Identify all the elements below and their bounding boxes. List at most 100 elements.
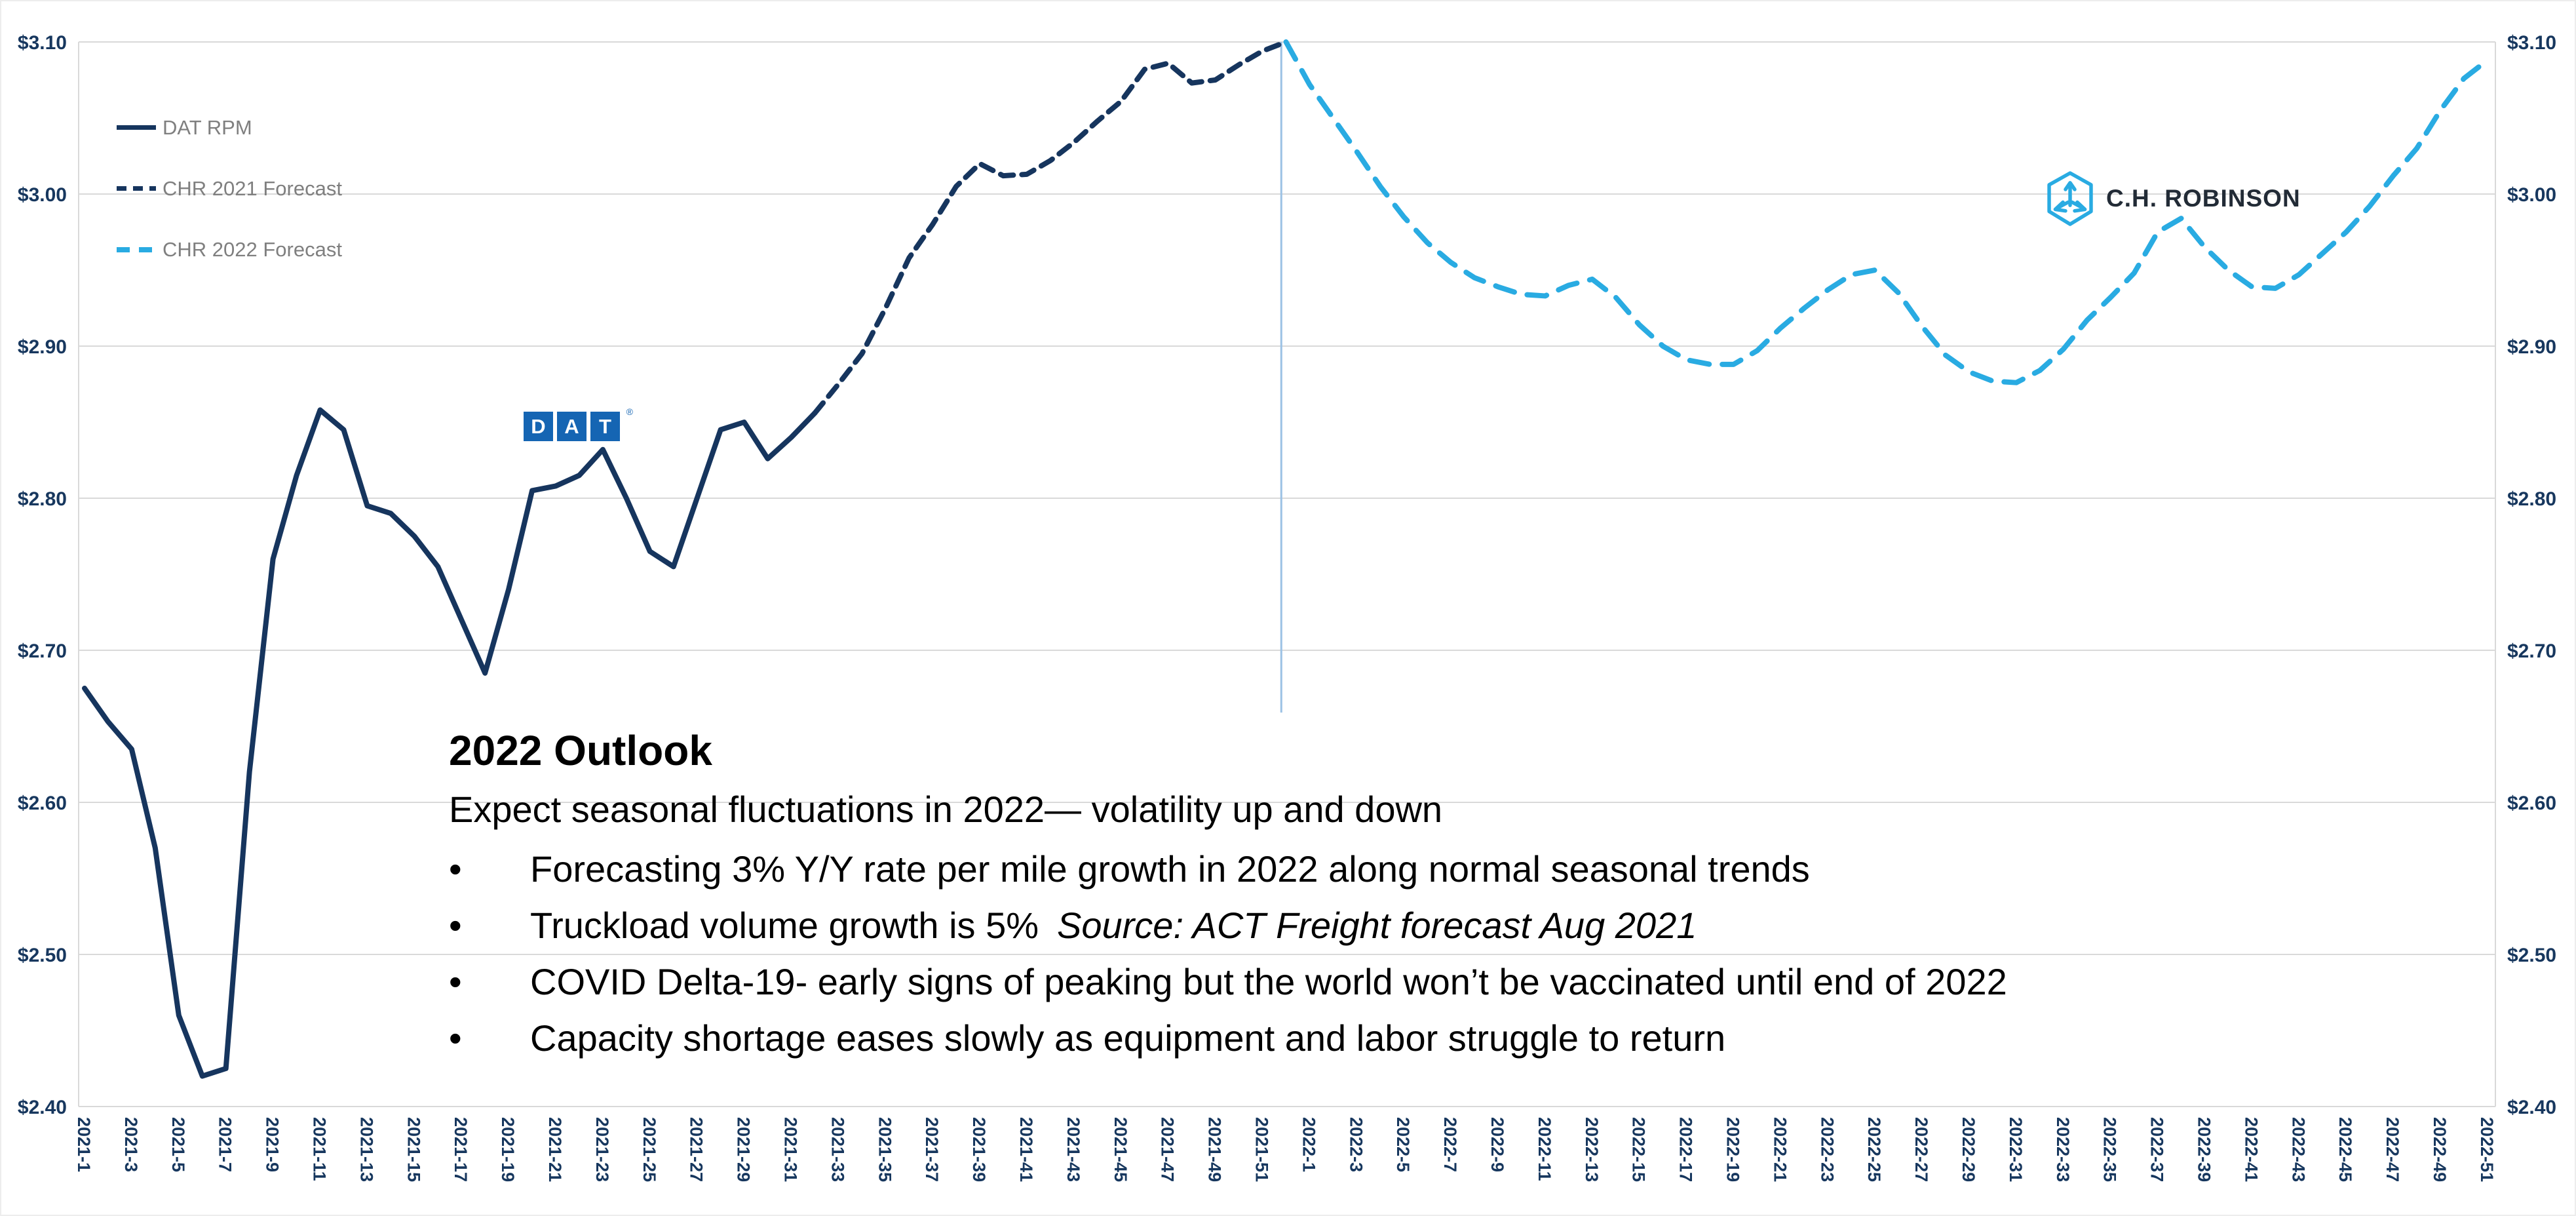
x-axis-label: 2021-25 [640,1117,659,1182]
x-axis-label: 2022-25 [1864,1117,1884,1182]
x-axis-label: 2021-41 [1016,1117,1036,1182]
x-axis-label: 2022-49 [2430,1117,2450,1182]
x-axis-label: 2022-43 [2288,1117,2308,1182]
legend-label: CHR 2021 Forecast [163,176,342,200]
ch-robinson-logo-text: C.H. ROBINSON [2106,185,2301,212]
x-axis-label: 2022-41 [2241,1117,2261,1182]
dat-logo-letter: A [557,412,586,441]
x-axis-label: 2021-23 [592,1117,612,1182]
x-axis-label: 2021-1 [74,1117,94,1172]
x-axis-label: 2021-15 [404,1117,423,1182]
x-axis-label: 2022-29 [1959,1117,1978,1182]
solid-line-swatch-icon [117,125,156,130]
x-axis-label: 2022-35 [2100,1117,2120,1182]
x-axis-label: 2022-23 [1817,1117,1837,1182]
x-axis-label: 2022-21 [1770,1117,1790,1182]
x-axis-label: 2021-45 [1111,1117,1130,1182]
y-axis-label-right: $2.60 [2507,793,2556,814]
bullet-text: Truckload volume growth is 5% [530,905,1039,946]
x-axis-label: 2021-33 [828,1117,847,1182]
x-axis-label: 2022-27 [1912,1117,1931,1182]
registered-trademark-icon: ® [626,406,633,417]
outlook-bullet-list: • Forecasting 3% Y/Y rate per mile growt… [449,841,2007,1067]
y-axis-label-left: $2.90 [18,336,67,358]
x-axis-label: 2022-13 [1582,1117,1602,1182]
y-axis-label-right: $3.10 [2507,32,2556,54]
x-axis-label: 2021-49 [1205,1117,1225,1182]
x-axis-label: 2022-3 [1346,1117,1366,1172]
chr-2021-forecast-line [812,39,1289,416]
x-axis-label: 2022-33 [2053,1117,2073,1182]
x-axis-label: 2021-31 [781,1117,801,1182]
x-axis-label: 2021-47 [1158,1117,1178,1182]
x-axis-label: 2022-47 [2383,1117,2402,1182]
x-axis-label: 2021-43 [1064,1117,1083,1182]
outlook-title: 2022 Outlook [449,727,712,774]
y-axis-label-left: $2.50 [18,945,67,966]
x-axis-label: 2022-39 [2195,1117,2214,1182]
x-axis-label: 2021-35 [875,1117,894,1182]
x-axis-label: 2021-5 [168,1117,188,1172]
x-axis-label: 2022-7 [1440,1117,1460,1172]
x-axis-label: 2022-5 [1393,1117,1413,1172]
bullet-marker: • [449,848,462,890]
x-axis-label: 2022-51 [2477,1117,2497,1182]
x-axis-label: 2021-17 [451,1117,471,1182]
chart-legend: DAT RPM CHR 2021 Forecast CHR 2022 Forec… [117,97,342,280]
outlook-text-block: 2022 Outlook Expect seasonal fluctuation… [449,726,2007,1067]
dat-logo: D A T ® [524,406,633,441]
x-axis-label: 2021-51 [1252,1117,1272,1182]
source-note: Source: ACT Freight forecast Aug 2021 [1057,905,1697,946]
dat-logo-letter: T [590,412,620,441]
bullet-item: • Forecasting 3% Y/Y rate per mile growt… [449,841,2007,897]
x-axis-label: 2022-45 [2336,1117,2355,1182]
x-axis-label: 2021-27 [687,1117,706,1182]
bullet-marker: • [449,961,462,1002]
y-axis-label-left: $2.60 [18,793,67,814]
y-axis-label-left: $2.80 [18,488,67,510]
y-axis-label-left: $3.10 [18,32,67,54]
bullet-marker: • [449,905,462,946]
ch-robinson-hexagon-icon [2047,171,2093,226]
ch-robinson-logo: C.H. ROBINSON [2045,170,2301,227]
x-axis-label: 2022-37 [2147,1117,2167,1182]
x-axis-label: 2022-1 [1299,1117,1318,1172]
y-axis-label-right: $3.00 [2507,184,2556,206]
x-axis-label: 2021-37 [922,1117,942,1182]
y-axis-label-right: $2.80 [2507,488,2556,510]
bullet-text: Capacity shortage eases slowly as equipm… [530,1017,1726,1059]
legend-item-chr-2022-forecast: CHR 2022 Forecast [117,219,342,280]
bullet-marker: • [449,1017,462,1059]
y-axis-label-left: $3.00 [18,184,67,206]
dat-logo-letter: D [524,412,553,441]
x-axis-label: 2021-9 [263,1117,282,1172]
x-axis-label: 2022-19 [1723,1117,1743,1182]
x-axis-label: 2021-39 [969,1117,989,1182]
x-axis-label: 2022-15 [1629,1117,1649,1182]
dashed-blue-line-swatch-icon [117,246,156,252]
y-axis-label-left: $2.70 [18,640,67,662]
legend-item-chr-2021-forecast: CHR 2021 Forecast [117,158,342,219]
x-axis-label: 2021-7 [216,1117,235,1172]
y-axis-label-right: $2.90 [2507,336,2556,358]
y-axis-label-right: $2.70 [2507,640,2556,662]
dashed-navy-line-swatch-icon [117,186,156,191]
x-axis-label: 2022-9 [1488,1117,1507,1172]
bullet-item: • Truckload volume growth is 5% Source: … [449,897,2007,954]
dat-rpm-line [82,407,818,1079]
x-axis-label: 2022-31 [2006,1117,2026,1182]
x-axis-label: 2021-3 [121,1117,141,1172]
x-axis-label: 2022-17 [1676,1117,1696,1182]
bullet-item: • COVID Delta-19- early signs of peaking… [449,954,2007,1010]
y-axis-label-right: $2.40 [2507,1097,2556,1118]
bullet-text: COVID Delta-19- early signs of peaking b… [530,961,2007,1002]
legend-label: DAT RPM [163,115,252,139]
chr-2022-forecast-line [1283,39,2490,385]
y-axis-label-right: $2.50 [2507,945,2556,966]
x-axis-label: 2022-11 [1535,1117,1554,1181]
x-axis-label: 2021-21 [545,1117,565,1182]
legend-label: CHR 2022 Forecast [163,237,342,261]
y-axis-label-left: $2.40 [18,1097,67,1118]
bullet-text: Forecasting 3% Y/Y rate per mile growth … [530,848,1810,890]
